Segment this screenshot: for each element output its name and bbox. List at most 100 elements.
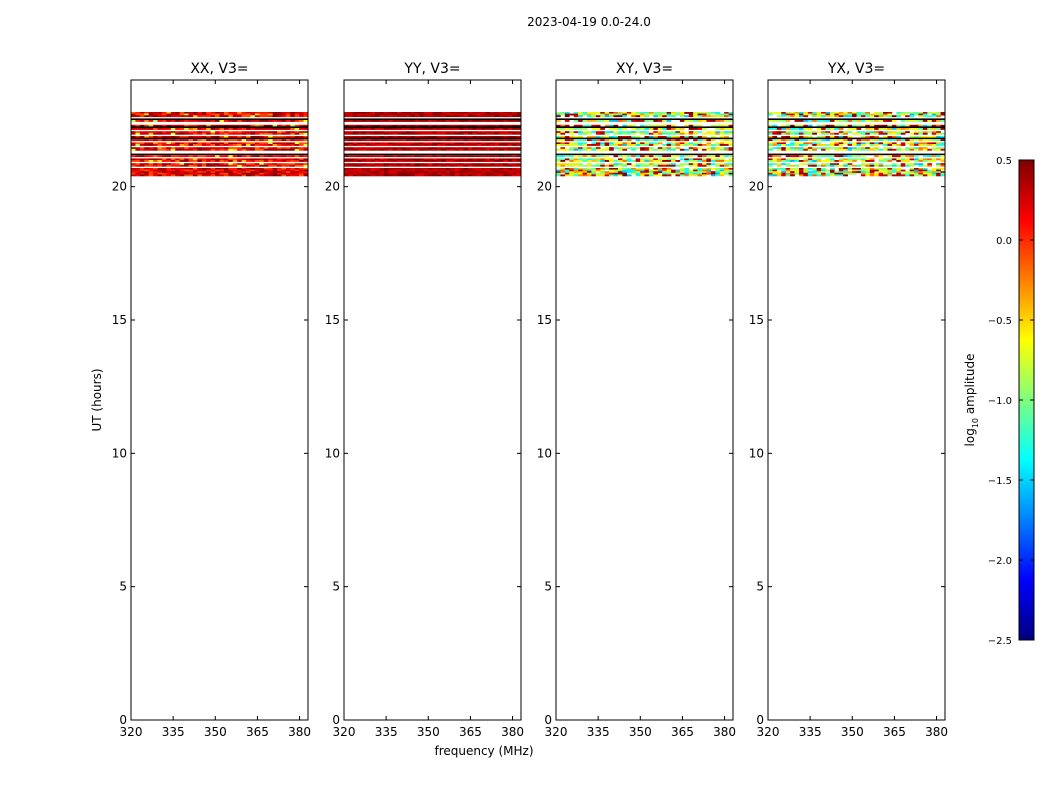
heatmap-cell [891, 163, 897, 166]
heatmap-cell [821, 171, 826, 174]
heatmap-cell [277, 128, 282, 130]
heatmap-cell [865, 131, 871, 134]
heatmap-cell [476, 120, 482, 122]
heatmap-cell [807, 120, 813, 122]
heatmap-cell [891, 171, 897, 174]
heatmap-cell [595, 131, 601, 134]
heatmap-cell [215, 139, 220, 142]
heatmap-cell [157, 139, 163, 142]
heatmap-cell [578, 142, 583, 145]
heatmap-cell [671, 155, 676, 158]
heatmap-cell [241, 164, 247, 167]
heatmap-cell [357, 171, 362, 174]
heatmap-cell [459, 169, 464, 172]
heatmap-cell [728, 163, 734, 166]
heatmap-cell [816, 131, 822, 134]
heatmap-cell [635, 115, 641, 118]
heatmap-cell [175, 142, 180, 145]
heatmap-cell [560, 144, 566, 146]
heatmap-cell [379, 120, 385, 122]
heatmap-cell [379, 128, 385, 130]
heatmap-cell [401, 131, 407, 134]
heatmap-cell [272, 164, 278, 167]
heatmap-cell [679, 120, 685, 122]
heatmap-cell [170, 163, 176, 166]
heatmap-cell [825, 131, 831, 134]
heatmap-cell [626, 124, 632, 127]
heatmap-cell [785, 131, 791, 134]
heatmap-cell [397, 160, 402, 162]
heatmap-cell [909, 168, 915, 170]
heatmap-cell [392, 169, 398, 172]
heatmap-cell [175, 155, 180, 158]
heatmap-cell [617, 120, 623, 122]
heatmap-cell [219, 158, 225, 161]
heatmap-cell [454, 164, 460, 167]
heatmap-cell [578, 168, 583, 170]
heatmap-cell [640, 158, 645, 161]
heatmap-cell [405, 139, 411, 142]
heatmap-cell [170, 142, 176, 145]
heatmap-cell [494, 147, 500, 150]
heatmap-cell [454, 139, 460, 142]
heatmap-cell [219, 160, 225, 162]
heatmap-cell [423, 174, 429, 177]
heatmap-cell [157, 164, 163, 167]
heatmap-gap-row [131, 137, 308, 140]
heatmap-cell [869, 169, 875, 172]
heatmap-cell [883, 124, 888, 127]
heatmap-cell [485, 148, 491, 151]
heatmap-cell [609, 168, 614, 170]
heatmap-cell [201, 163, 207, 166]
heatmap-cell [188, 128, 194, 130]
heatmap-cell [285, 144, 291, 146]
heatmap-cell [922, 148, 928, 151]
heatmap-cell [582, 131, 588, 134]
heatmap-cell [936, 139, 941, 142]
heatmap-cell [303, 164, 309, 167]
heatmap-cell [259, 172, 265, 175]
heatmap-cell [197, 158, 203, 161]
heatmap-cell [507, 169, 513, 172]
heatmap-cell [604, 164, 610, 167]
heatmap-cell [653, 132, 659, 135]
heatmap-cell [272, 174, 278, 177]
heatmap-cell [702, 132, 707, 135]
heatmap-cell [348, 124, 354, 127]
panel-4-frame [767, 79, 946, 721]
heatmap-cell [223, 148, 229, 151]
heatmap-cell [573, 113, 579, 116]
heatmap-cell [237, 132, 242, 135]
heatmap-cell [179, 163, 185, 166]
heatmap-cell [900, 163, 906, 166]
heatmap-cell [277, 172, 282, 175]
heatmap-cell [192, 160, 198, 162]
heatmap-cell [936, 172, 941, 175]
heatmap-cell [569, 164, 574, 167]
heatmap-cell [790, 139, 795, 142]
heatmap-cell [459, 174, 464, 177]
heatmap-cell [206, 131, 211, 134]
heatmap-cell [135, 128, 141, 130]
heatmap-cell [490, 144, 495, 146]
heatmap-cell [250, 147, 256, 150]
heatmap-cell [816, 158, 822, 161]
heatmap-cell [485, 158, 491, 161]
heatmap-cell [144, 112, 149, 114]
heatmap-cell [825, 174, 831, 177]
heatmap-cell [507, 131, 513, 134]
heatmap-cell [622, 163, 628, 166]
heatmap-cell [578, 132, 583, 135]
heatmap-cell [653, 174, 659, 177]
heatmap-cell [428, 113, 433, 116]
heatmap-cell [135, 168, 141, 170]
heatmap-cell [268, 115, 273, 118]
heatmap-cell [887, 113, 893, 116]
heatmap-cell [781, 132, 786, 135]
heatmap-cell [361, 115, 367, 118]
heatmap-cell [352, 139, 358, 142]
heatmap-cell [432, 113, 438, 116]
heatmap-cell [900, 158, 906, 161]
heatmap-cell [644, 136, 650, 138]
